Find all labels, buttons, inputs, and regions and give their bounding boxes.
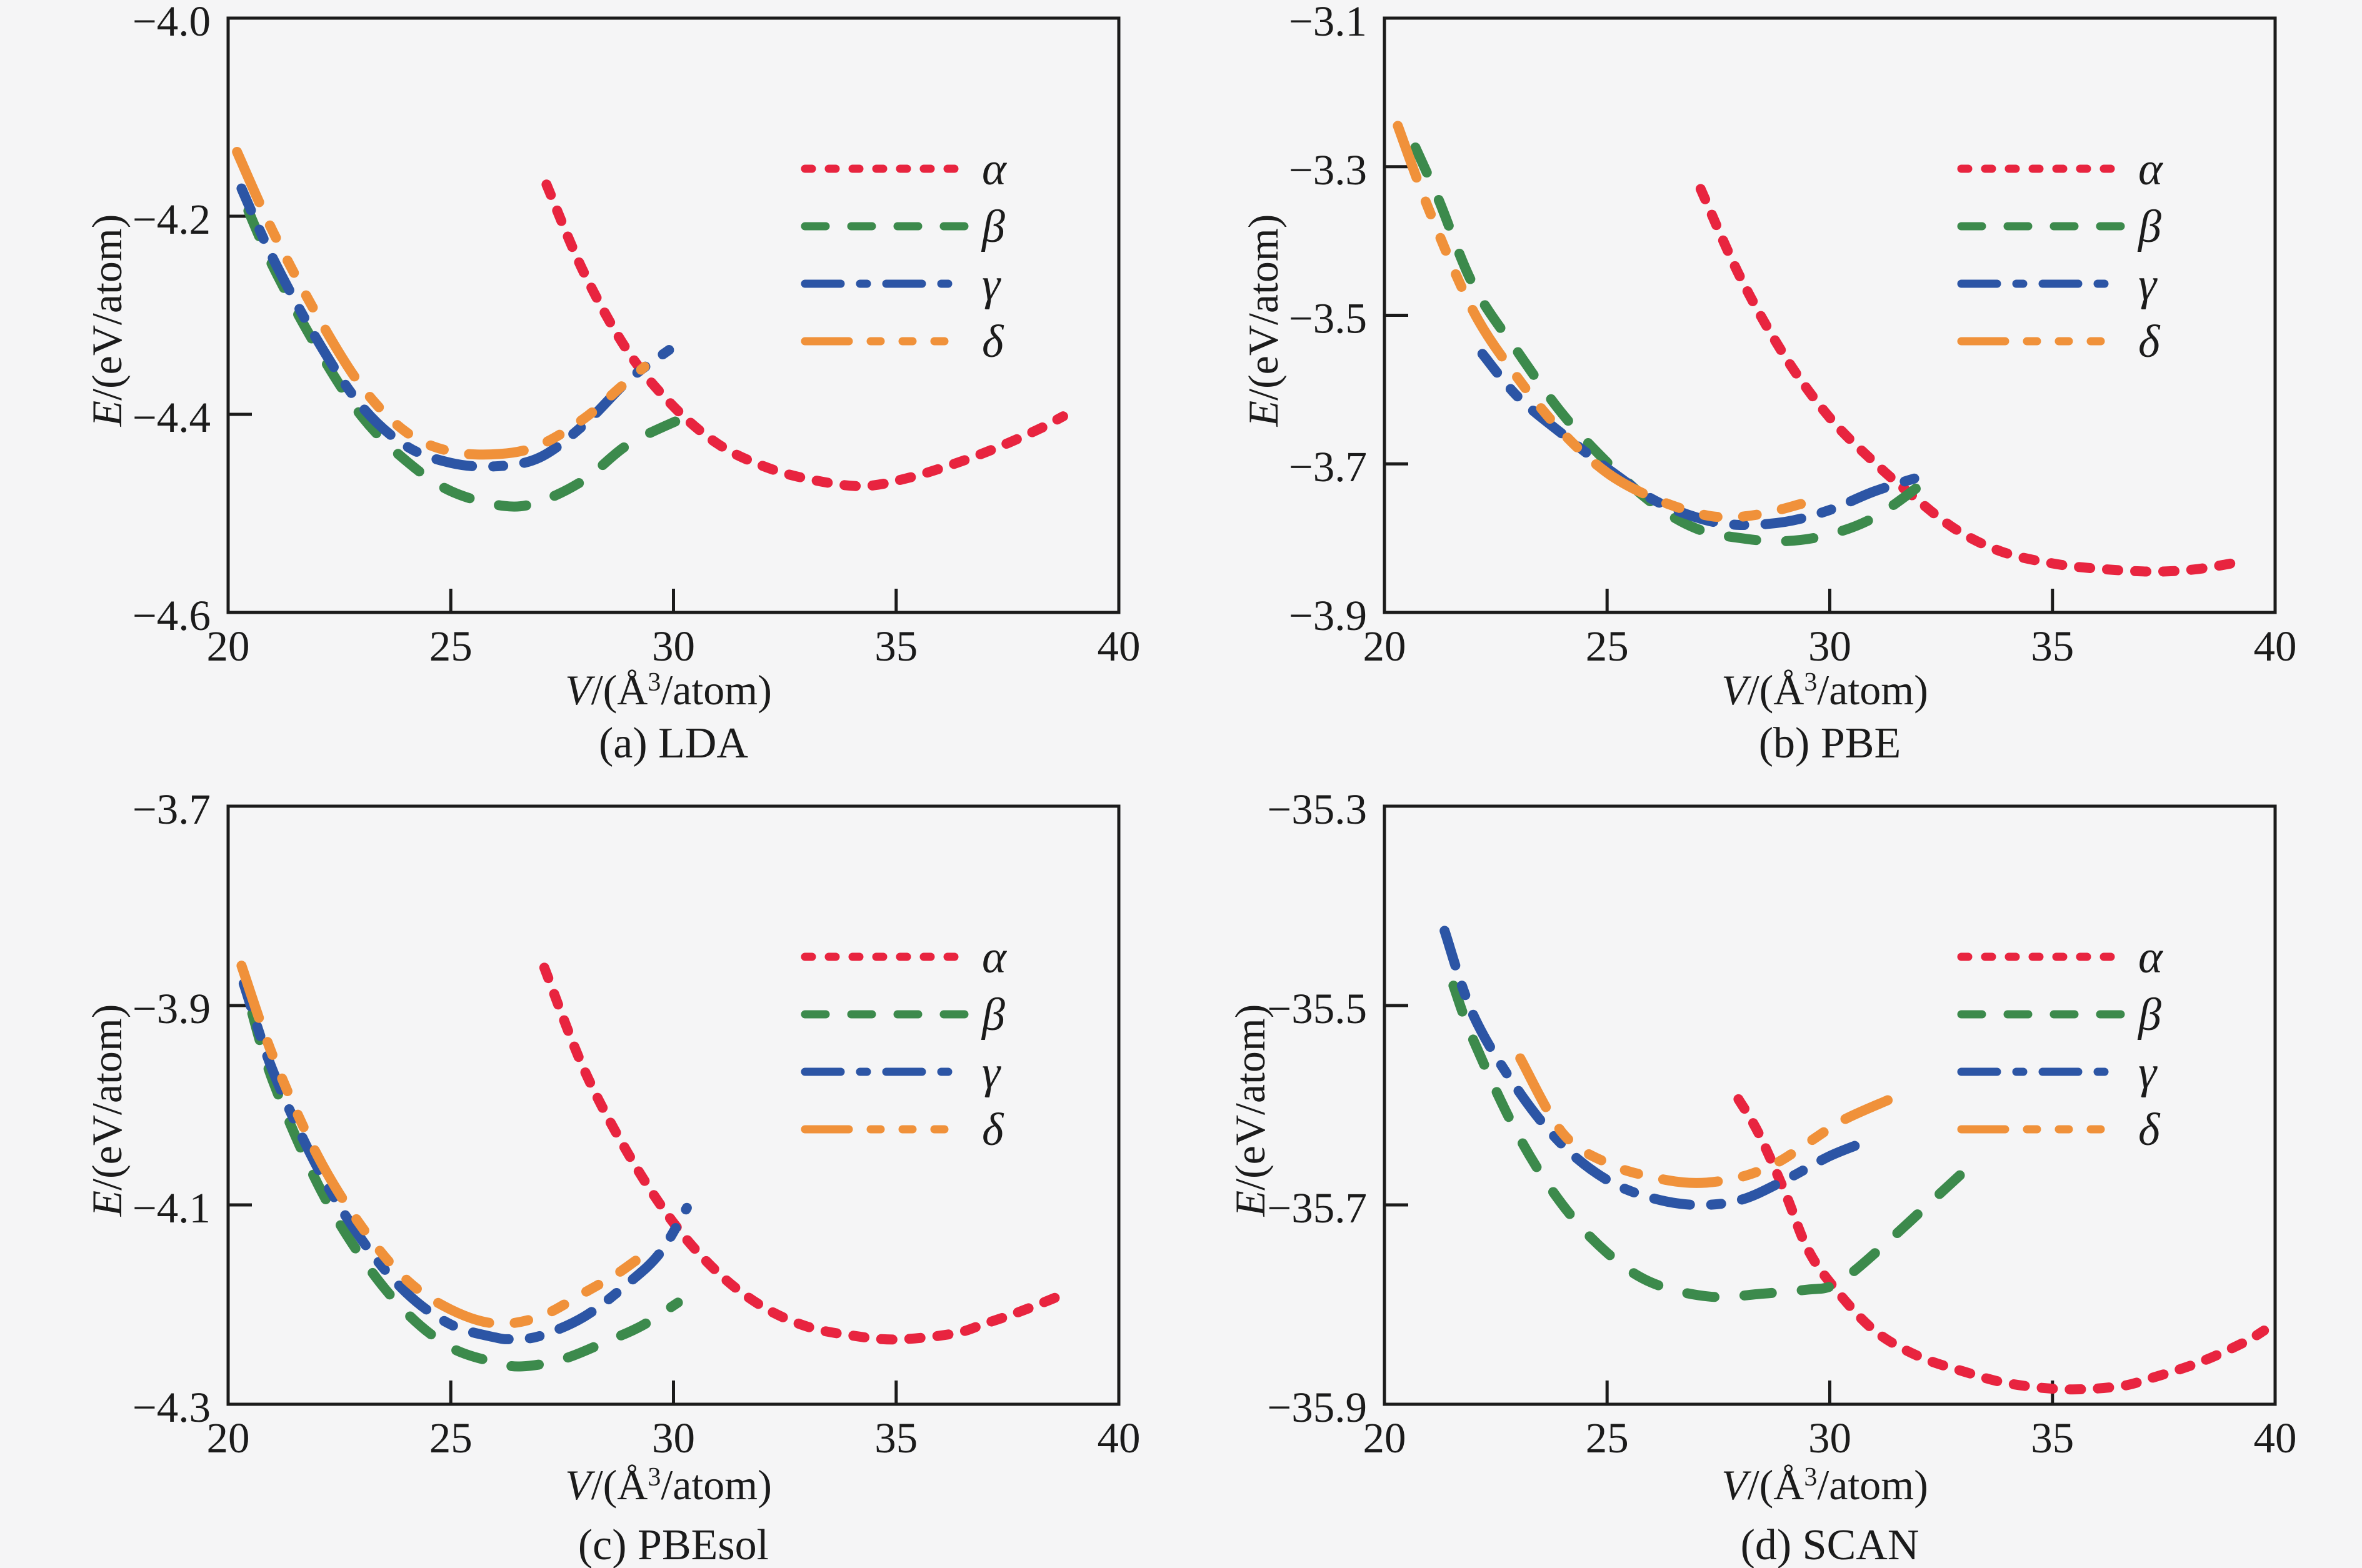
svg-text:V/(Å3/atom): V/(Å3/atom): [1721, 1461, 1928, 1509]
svg-text:−3.9: −3.9: [1289, 592, 1367, 639]
svg-text:25: 25: [1586, 1414, 1629, 1462]
svg-text:α: α: [982, 932, 1008, 983]
svg-text:β: β: [2137, 989, 2161, 1041]
svg-text:25: 25: [429, 1414, 473, 1462]
svg-text:E/(eV/atom): E/(eV/atom): [1226, 1004, 1274, 1217]
svg-text:β: β: [981, 989, 1005, 1041]
svg-text:E/(eV/atom): E/(eV/atom): [83, 214, 131, 427]
svg-text:40: 40: [1098, 1414, 1141, 1462]
svg-text:V/(Å3/atom): V/(Å3/atom): [1721, 666, 1928, 714]
svg-text:−35.7: −35.7: [1267, 1184, 1367, 1232]
svg-text:35: 35: [2031, 622, 2074, 670]
svg-text:−35.3: −35.3: [1267, 786, 1367, 833]
svg-text:E/(eV/atom): E/(eV/atom): [83, 1004, 131, 1217]
svg-text:−3.7: −3.7: [1289, 443, 1367, 491]
svg-text:30: 30: [1808, 1414, 1851, 1462]
svg-text:35: 35: [874, 1414, 918, 1462]
svg-text:(a) LDA: (a) LDA: [599, 719, 749, 767]
svg-text:−4.2: −4.2: [133, 196, 211, 243]
svg-text:30: 30: [1808, 622, 1851, 670]
svg-text:(b) PBE: (b) PBE: [1759, 719, 1901, 767]
svg-text:35: 35: [874, 622, 918, 670]
svg-text:−35.9: −35.9: [1267, 1384, 1367, 1431]
svg-text:25: 25: [429, 622, 473, 670]
svg-text:β: β: [981, 201, 1005, 252]
svg-text:α: α: [982, 144, 1008, 195]
svg-text:γ: γ: [982, 259, 1001, 310]
svg-text:−4.1: −4.1: [133, 1184, 211, 1232]
svg-text:γ: γ: [2138, 259, 2158, 310]
svg-text:20: 20: [207, 622, 250, 670]
svg-text:−4.3: −4.3: [133, 1384, 211, 1431]
svg-text:30: 30: [652, 1414, 695, 1462]
svg-text:−4.4: −4.4: [133, 394, 211, 441]
svg-text:−3.1: −3.1: [1289, 0, 1367, 45]
svg-text:γ: γ: [2138, 1047, 2158, 1098]
svg-text:α: α: [2138, 144, 2164, 195]
svg-text:−3.5: −3.5: [1289, 295, 1367, 342]
svg-text:−4.0: −4.0: [133, 0, 211, 45]
svg-text:30: 30: [652, 622, 695, 670]
svg-text:20: 20: [207, 1414, 250, 1462]
svg-text:β: β: [2137, 201, 2161, 252]
svg-text:V/(Å3/atom): V/(Å3/atom): [565, 666, 772, 714]
svg-text:40: 40: [2254, 1414, 2297, 1462]
svg-text:(d) SCAN: (d) SCAN: [1741, 1521, 1919, 1568]
svg-text:25: 25: [1586, 622, 1629, 670]
svg-text:35: 35: [2031, 1414, 2074, 1462]
svg-text:E/(eV/atom): E/(eV/atom): [1239, 214, 1287, 427]
svg-text:V/(Å3/atom): V/(Å3/atom): [565, 1461, 772, 1509]
svg-text:−35.5: −35.5: [1267, 985, 1367, 1032]
svg-text:20: 20: [1363, 1414, 1406, 1462]
svg-text:20: 20: [1363, 622, 1406, 670]
svg-text:δ: δ: [982, 316, 1004, 367]
svg-text:(c) PBEsol: (c) PBEsol: [578, 1521, 769, 1568]
svg-text:−3.3: −3.3: [1289, 146, 1367, 194]
svg-text:δ: δ: [2138, 1104, 2161, 1156]
svg-text:40: 40: [1098, 622, 1141, 670]
svg-text:δ: δ: [982, 1104, 1004, 1156]
svg-text:−3.7: −3.7: [133, 786, 211, 833]
svg-text:−4.6: −4.6: [133, 592, 211, 639]
svg-text:α: α: [2138, 932, 2164, 983]
svg-text:γ: γ: [982, 1047, 1001, 1098]
svg-text:−3.9: −3.9: [133, 985, 211, 1032]
svg-text:40: 40: [2254, 622, 2297, 670]
svg-text:δ: δ: [2138, 316, 2161, 367]
